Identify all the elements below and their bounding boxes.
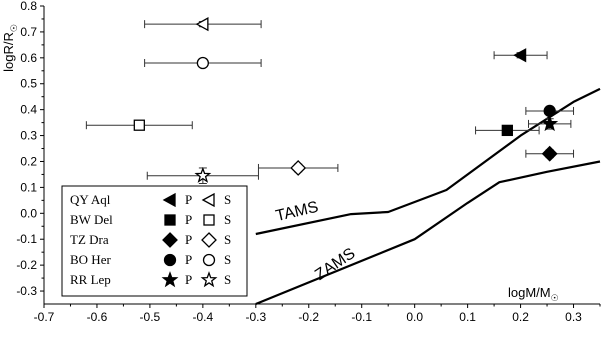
star-marker [541,115,559,132]
y-tick-label: 0.5 [20,77,37,91]
legend-primary-marker [164,214,176,226]
x-tick-label: -0.3 [245,310,266,324]
x-tick-label: 0.3 [565,310,582,324]
tz-dra-secondary-point [257,160,339,176]
qy-aql-primary-point [493,48,548,63]
legend-secondary-marker [200,271,218,288]
x-axis-label-text: logM/M [508,285,551,300]
legend-primary-label: P [185,272,192,287]
circle-marker [543,104,556,118]
legend-secondary-label: S [224,252,231,267]
triangle-left-marker [195,17,209,32]
legend: QY Aql P S BW Del P S TZ Dra P S BO Her P S RR Lep P S [61,185,248,297]
legend-secondary-marker [203,214,215,226]
qy-aql-secondary-point [144,17,262,32]
legend-primary-marker [161,271,179,288]
rr-lep-primary-point [528,115,572,132]
bw-del-primary-point [475,124,540,137]
legend-primary-marker [162,192,176,208]
square-marker [501,124,513,137]
x-tick-label: -0.2 [298,310,319,324]
legend-entry-name: QY Aql [70,192,111,207]
bo-her-secondary-point [144,56,262,70]
legend-row: QY Aql P S [70,192,231,208]
y-tick-label: 0.3 [20,129,37,143]
legend-secondary-label: S [224,192,231,207]
legend-entry-name: BW Del [70,212,113,227]
x-tick-label: -0.4 [193,310,214,324]
tams-curve [255,87,601,236]
x-tick-label: 0.0 [406,310,423,324]
zams-curve [255,160,601,306]
bw-del-secondary-point [85,119,193,131]
legend-primary-marker [162,232,178,248]
diamond-marker [290,160,307,176]
legend-primary-label: P [185,192,192,207]
y-axis-label-text: logR/R [1,32,16,72]
x-axis-label: logM/M☉ [508,285,559,303]
y-axis-label: logR/R☉ [1,24,19,72]
y-tick-label: 0.1 [20,180,37,194]
triangle-left-marker [513,48,527,63]
legend-row: RR Lep P S [70,271,231,288]
data-points [85,17,575,185]
y-tick-label: -0.3 [16,284,37,298]
tz-dra-primary-point [525,145,575,162]
circle-marker [196,56,210,70]
y-tick-label: -0.2 [16,258,37,272]
x-tick-label: -0.6 [87,310,108,324]
star-marker [194,166,212,183]
x-tick-label: 0.1 [459,310,476,324]
legend-secondary-marker [201,192,215,208]
legend-primary-label: P [185,232,192,247]
legend-entry-name: BO Her [70,252,111,267]
y-tick-label: 0.2 [20,154,37,168]
y-tick-label: 0.0 [20,206,37,220]
legend-secondary-marker [201,232,217,248]
legend-secondary-marker [202,253,216,267]
x-axis-label-subscript: ☉ [551,293,559,303]
y-tick-label: 0.6 [20,51,37,65]
x-tick-label: 0.2 [512,310,529,324]
legend-secondary-label: S [224,232,231,247]
legend-primary-label: P [185,252,192,267]
legend-secondary-label: S [224,272,231,287]
legend-entry-name: RR Lep [70,272,111,287]
legend-entry-name: TZ Dra [70,232,109,247]
legend-row: TZ Dra P S [70,232,231,248]
legend-primary-marker [163,253,177,267]
legend-secondary-label: S [224,212,231,227]
legend-primary-label: P [185,212,192,227]
y-tick-label: 0.4 [20,103,37,117]
rr-lep-secondary-point [146,166,259,185]
diamond-marker [541,145,558,162]
y-axis-label-subscript: ☉ [9,24,19,32]
legend-row: BW Del P S [70,212,231,227]
x-tick-label: -0.5 [140,310,161,324]
x-tick-label: -0.1 [351,310,372,324]
square-marker [133,119,145,131]
y-tick-label: -0.1 [16,232,37,246]
y-tick-label: 0.7 [20,25,37,39]
axes: -0.7 -0.6 -0.5 -0.4 -0.3 -0.2 -0.1 0.0 0.1 0.2 0.3… [1,0,601,324]
legend-row: BO Her P S [70,252,231,267]
y-tick-label: 0.8 [20,0,37,13]
x-tick-label: -0.7 [34,310,55,324]
